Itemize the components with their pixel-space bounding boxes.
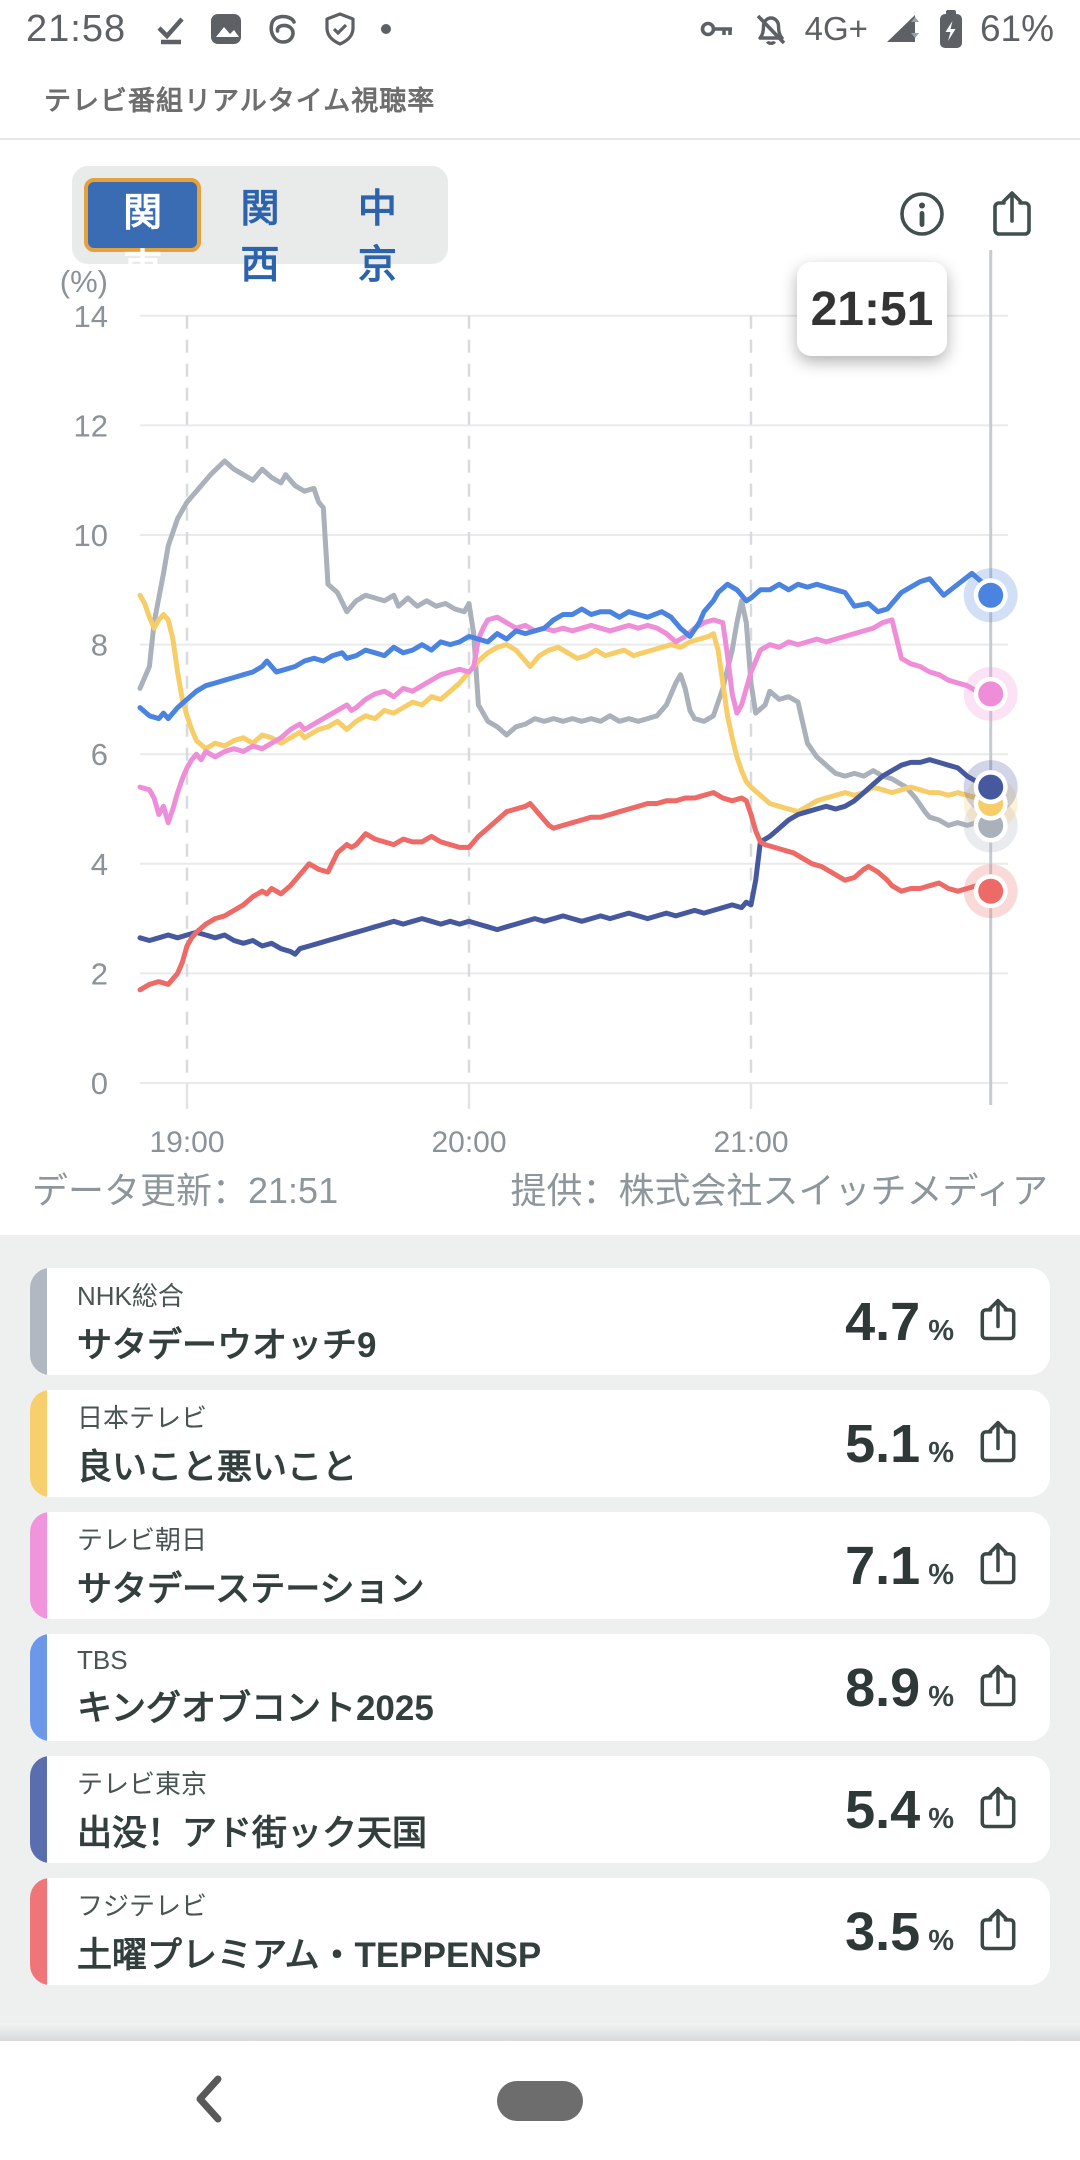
channel-card[interactable]: TBS キングオブコント2025 8.9 % bbox=[30, 1634, 1050, 1741]
scroll-fade bbox=[0, 2023, 1080, 2041]
status-bar: 21:58 4G+ bbox=[0, 0, 1080, 58]
channel-card[interactable]: 日本テレビ 良いこと悪いこと 5.1 % bbox=[30, 1390, 1050, 1497]
share-row-button[interactable] bbox=[974, 1906, 1022, 1957]
program-title: 出没！アド街ック天国 bbox=[77, 1813, 428, 1853]
rating-unit: % bbox=[928, 1802, 954, 1835]
provider-label: 提供：株式会社スイッチメディア bbox=[510, 1170, 1048, 1211]
program-title: 土曜プレミアム・TEPPENSP bbox=[77, 1935, 542, 1975]
signal-icon bbox=[882, 9, 922, 49]
share-icon bbox=[974, 1662, 1022, 1713]
home-pill-button[interactable] bbox=[497, 2080, 583, 2121]
cursor-time-tooltip: 21:51 bbox=[797, 262, 947, 356]
channel-color-bar bbox=[30, 1756, 47, 1863]
rating-chart[interactable]: 0 2 4 6 8 10 12 14(%) 19:00 20:00 21:00 bbox=[0, 200, 1080, 1215]
share-row-button[interactable] bbox=[974, 1296, 1022, 1347]
channel-color-bar bbox=[30, 1268, 47, 1375]
program-title: キングオブコント2025 bbox=[77, 1688, 434, 1728]
key-icon bbox=[697, 9, 737, 49]
program-title: 良いこと悪いこと bbox=[77, 1447, 358, 1487]
rating-value: 4.7 bbox=[845, 1291, 921, 1352]
share-icon bbox=[986, 188, 1038, 243]
svg-text:6: 6 bbox=[91, 737, 108, 772]
clock: 21:58 bbox=[26, 7, 127, 50]
channel-card[interactable]: テレビ朝日 サタデーステーション 7.1 % bbox=[30, 1512, 1050, 1619]
svg-text:19:00: 19:00 bbox=[149, 1126, 224, 1159]
rating-value: 8.9 bbox=[845, 1657, 921, 1718]
tab-kansai[interactable]: 関西 bbox=[201, 178, 318, 287]
channel-name: フジテレビ bbox=[77, 1890, 208, 1921]
data-updated-label: データ更新：21:51 bbox=[32, 1170, 339, 1211]
channel-name: NHK総合 bbox=[77, 1280, 184, 1311]
svg-text:8: 8 bbox=[91, 628, 108, 663]
channel-list: NHK総合 サタデーウオッチ9 4.7 % 日本テレビ 良いこと悪いこと 5.1… bbox=[0, 1235, 1080, 2023]
tab-chukyo[interactable]: 中京 bbox=[319, 178, 436, 287]
rating-unit: % bbox=[928, 1436, 954, 1469]
back-button[interactable] bbox=[182, 2070, 234, 2131]
svg-text:2: 2 bbox=[91, 956, 108, 991]
svg-text:14: 14 bbox=[74, 299, 108, 334]
channel-card[interactable]: フジテレビ 土曜プレミアム・TEPPENSP 3.5 % bbox=[30, 1878, 1050, 1985]
channel-color-bar bbox=[30, 1512, 47, 1619]
channel-color-bar bbox=[30, 1634, 47, 1741]
rating-value: 3.5 bbox=[845, 1901, 921, 1962]
photo-icon bbox=[208, 11, 244, 47]
share-row-button[interactable] bbox=[974, 1418, 1022, 1469]
share-icon bbox=[974, 1784, 1022, 1835]
rating-unit: % bbox=[928, 1680, 954, 1713]
channel-name: TBS bbox=[77, 1644, 128, 1675]
share-row-button[interactable] bbox=[974, 1540, 1022, 1591]
bell-off-icon bbox=[751, 9, 791, 49]
battery-percent: 61% bbox=[979, 8, 1054, 49]
channel-color-bar bbox=[30, 1878, 47, 1985]
shield-check-icon bbox=[322, 11, 358, 47]
channel-name: テレビ東京 bbox=[77, 1768, 208, 1799]
svg-text:0: 0 bbox=[91, 1066, 108, 1101]
rating-value: 5.4 bbox=[845, 1779, 921, 1840]
channel-name: テレビ朝日 bbox=[77, 1524, 208, 1555]
svg-text:(%): (%) bbox=[60, 264, 108, 299]
rating-unit: % bbox=[928, 1558, 954, 1591]
network-type: 4G+ bbox=[804, 10, 868, 47]
battery-icon bbox=[936, 7, 966, 51]
svg-text:4: 4 bbox=[91, 847, 108, 882]
rating-value: 7.1 bbox=[845, 1535, 921, 1596]
dot-icon bbox=[378, 21, 394, 37]
info-icon bbox=[896, 188, 948, 243]
svg-text:12: 12 bbox=[74, 408, 108, 443]
svg-text:21:00: 21:00 bbox=[713, 1126, 788, 1159]
share-chart-button[interactable] bbox=[986, 188, 1038, 243]
share-icon bbox=[974, 1540, 1022, 1591]
channel-color-bar bbox=[30, 1390, 47, 1497]
svg-text:10: 10 bbox=[74, 518, 108, 553]
svg-text:20:00: 20:00 bbox=[431, 1126, 506, 1159]
share-row-button[interactable] bbox=[974, 1784, 1022, 1835]
tab-kanto[interactable]: 関東 bbox=[84, 178, 202, 291]
app-bar: テレビ番組リアルタイム視聴率 bbox=[0, 58, 1080, 140]
page-title: テレビ番組リアルタイム視聴率 bbox=[44, 85, 436, 116]
program-title: サタデーウオッチ9 bbox=[77, 1325, 377, 1365]
channel-card[interactable]: NHK総合 サタデーウオッチ9 4.7 % bbox=[30, 1268, 1050, 1375]
rating-value: 5.1 bbox=[845, 1413, 921, 1474]
rating-unit: % bbox=[928, 1314, 954, 1347]
rating-unit: % bbox=[928, 1924, 954, 1957]
region-tab-bar: 関東 関西 中京 bbox=[72, 166, 448, 291]
channel-card[interactable]: テレビ東京 出没！アド街ック天国 5.4 % bbox=[30, 1756, 1050, 1863]
threads-icon bbox=[264, 10, 302, 48]
share-icon bbox=[974, 1296, 1022, 1347]
info-button[interactable] bbox=[896, 188, 948, 243]
share-icon bbox=[974, 1418, 1022, 1469]
check-underline-icon bbox=[152, 11, 188, 47]
program-title: サタデーステーション bbox=[77, 1569, 425, 1609]
share-icon bbox=[974, 1906, 1022, 1957]
navigation-bar bbox=[0, 2041, 1080, 2160]
channel-name: 日本テレビ bbox=[77, 1402, 208, 1433]
back-chevron-icon bbox=[188, 2071, 228, 2130]
share-row-button[interactable] bbox=[974, 1662, 1022, 1713]
chart-section: 関東 関西 中京 0 2 4 6 8 10 12 14 (%) 19:00 20:00 21:00 2… bbox=[0, 140, 1080, 1235]
